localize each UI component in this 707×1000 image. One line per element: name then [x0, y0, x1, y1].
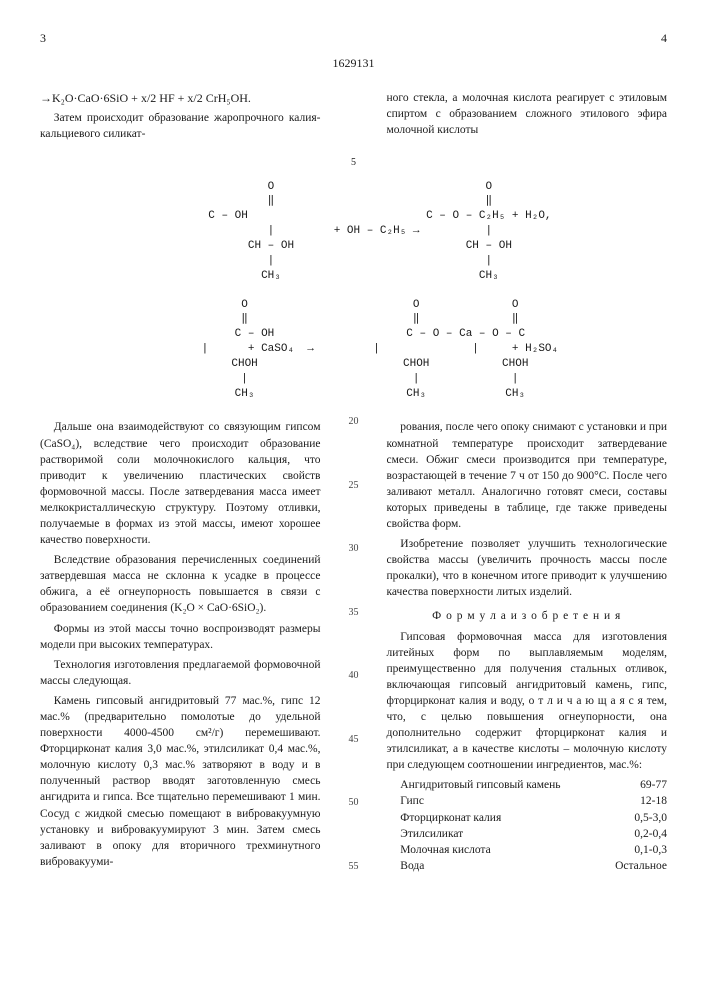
ingredient-val: 69-77	[597, 777, 667, 793]
ln-35: 35	[345, 606, 363, 620]
ingredient-val: 0,2-0,4	[597, 826, 667, 842]
ln-25: 25	[345, 479, 363, 493]
top-left-text: Затем происходит образование жаропрочног…	[40, 110, 321, 142]
ingredient-name: Этилсиликат	[400, 826, 597, 842]
left-para-0: Дальше она взаимодействуют со связующим …	[40, 419, 321, 548]
body-two-column: Дальше она взаимодействуют со связующим …	[40, 415, 667, 874]
ingredient-name: Вода	[400, 858, 597, 874]
claims-body: Гипсовая формовочная масса для изготовле…	[387, 629, 668, 774]
right-para-0: рования, после чего опоку снимают с уста…	[387, 419, 668, 532]
page-num-left: 3	[40, 30, 46, 47]
ingredient-val: 12-18	[597, 793, 667, 809]
chem-reaction-1: O O ‖ ‖ C – OH C – O – C₂H₅ + H₂O, | + O…	[40, 180, 667, 284]
document-number: 1629131	[40, 55, 667, 72]
ingredient-row: Молочная кислота 0,1-0,3	[400, 842, 667, 858]
top-left-col: →K₂O·CaO·6SiO + x/2 HF + x/2 CrH₅OH. Зат…	[40, 86, 321, 170]
top-formula: →K₂O·CaO·6SiO + x/2 HF + x/2 CrH₅OH.	[40, 90, 321, 107]
top-right-col: ного стекла, а молочная кислота реагируе…	[387, 86, 668, 170]
left-para-4: Камень гипсовый ангидритовый 77 мас.%, г…	[40, 693, 321, 870]
top-right-text: ного стекла, а молочная кислота реагируе…	[387, 90, 668, 138]
ln-55: 55	[345, 860, 363, 874]
claims-heading: Ф о р м у л а и з о б р е т е н и я	[387, 608, 668, 624]
ingredient-list: Ангидритовый гипсовый камень 69-77 Гипс …	[400, 777, 667, 874]
ingredient-row: Вода Остальное	[400, 858, 667, 874]
center-line-numbers: 20 25 30 35 40 45 50 55	[345, 415, 363, 874]
ingredient-name: Гипс	[400, 793, 597, 809]
ingredient-row: Гипс 12-18	[400, 793, 667, 809]
line-num-5: 5	[345, 86, 363, 170]
ingredient-row: Фторцирконат калия 0,5-3,0	[400, 810, 667, 826]
ln-30: 30	[345, 542, 363, 556]
ingredient-val: 0,5-3,0	[597, 810, 667, 826]
top-two-column: →K₂O·CaO·6SiO + x/2 HF + x/2 CrH₅OH. Зат…	[40, 86, 667, 170]
ingredient-name: Фторцирконат калия	[400, 810, 597, 826]
ln-45: 45	[345, 733, 363, 747]
ingredient-name: Молочная кислота	[400, 842, 597, 858]
page-header: 3 4	[40, 30, 667, 47]
chem-reaction-2: O O O ‖ ‖ ‖ C – OH C – O – Ca – O – C | …	[40, 298, 667, 402]
ingredient-val: 0,1-0,3	[597, 842, 667, 858]
right-column: рования, после чего опоку снимают с уста…	[387, 415, 668, 874]
left-para-3: Технология изготовления предлагаемой фор…	[40, 657, 321, 689]
ingredient-row: Ангидритовый гипсовый камень 69-77	[400, 777, 667, 793]
ingredient-row: Этилсиликат 0,2-0,4	[400, 826, 667, 842]
ingredient-name: Ангидритовый гипсовый камень	[400, 777, 597, 793]
right-para-1: Изобретение позволяет улучшить технологи…	[387, 536, 668, 600]
left-para-2: Формы из этой массы точно воспроизводят …	[40, 621, 321, 653]
left-column: Дальше она взаимодействуют со связующим …	[40, 415, 321, 874]
ln-20: 20	[345, 415, 363, 429]
ln-50: 50	[345, 796, 363, 810]
page-num-right: 4	[661, 30, 667, 47]
ln-40: 40	[345, 669, 363, 683]
ingredient-val: Остальное	[597, 858, 667, 874]
left-para-1: Вследствие образования перечисленных сое…	[40, 552, 321, 616]
